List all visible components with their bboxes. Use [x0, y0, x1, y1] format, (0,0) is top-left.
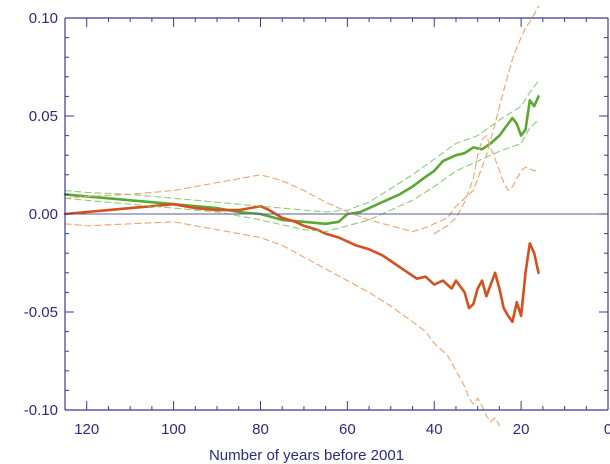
x-tick-label: 100 [161, 421, 186, 438]
x-tick-label: 60 [339, 421, 356, 438]
series-line-2 [63, 202, 540, 324]
dashed-bound-line-3 [64, 80, 540, 213]
y-tick-label: -0.10 [24, 402, 58, 419]
dashed-bound-line-7 [433, 135, 540, 235]
x-tick-label: 20 [513, 421, 530, 438]
x-axis-label: Number of years before 2001 [209, 447, 404, 464]
dashed-bound-line-4 [64, 119, 540, 233]
x-tick-label: 0 [604, 421, 610, 438]
x-tick-labels: 120 100 80 60 40 20 0 [74, 421, 610, 438]
x-tick-label: 120 [74, 421, 99, 438]
y-tick-label: 0.10 [29, 10, 58, 27]
x-tick-label: 40 [426, 421, 443, 438]
y-tick-label: 0.05 [29, 108, 58, 125]
y-tick-label: 0.00 [29, 206, 58, 223]
y-tick-label: -0.05 [24, 304, 58, 321]
series-line-1 [63, 95, 540, 226]
y-tick-labels: 0.10 0.05 0.00 -0.05 -0.10 [24, 10, 58, 419]
series-layer [63, 5, 540, 427]
dashed-bound-line-5 [64, 5, 540, 233]
axis-layer [64, 17, 609, 411]
dashed-bound-line-6 [64, 221, 500, 427]
x-tick-label: 80 [252, 421, 269, 438]
